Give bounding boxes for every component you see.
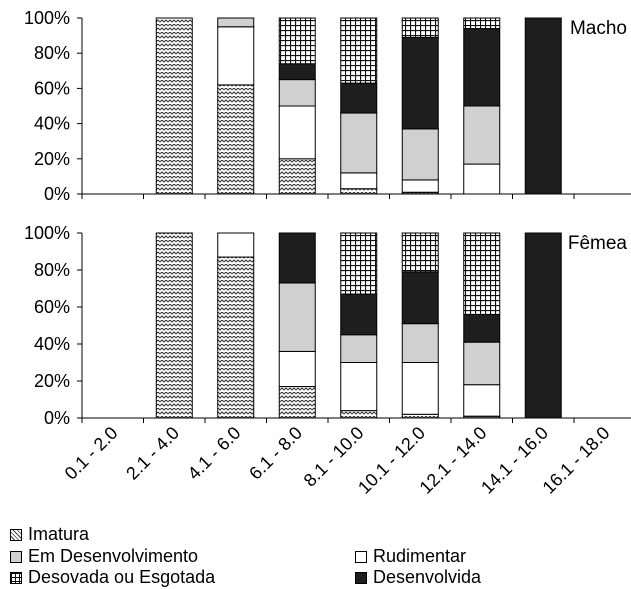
bar-f-mea-6-1-8-0-imatura bbox=[278, 386, 316, 419]
bar-f-mea-10-1-12-0-rudimentar bbox=[401, 362, 439, 415]
bar-macho-6-1-8-0-desenvolvida bbox=[278, 63, 316, 81]
legend-swatch-em-desenvolvimento bbox=[10, 550, 22, 563]
bar-macho-8-1-10-0-imatura bbox=[340, 188, 378, 195]
panel-title-macho: Macho bbox=[570, 18, 627, 39]
y-tick-label-macho: 20% bbox=[34, 149, 70, 169]
y-tick-label-f-mea: 80% bbox=[34, 260, 70, 280]
x-tick-label: 6.1 - 8.0 bbox=[245, 423, 306, 484]
legend-item-imatura: Imatura bbox=[10, 524, 89, 545]
bar-f-mea-4-1-6-0-rudimentar bbox=[217, 232, 255, 258]
bar-macho-10-1-12-0-desovada-ou-esgotada bbox=[401, 17, 439, 38]
bar-macho-8-1-10-0-rudimentar bbox=[340, 172, 378, 190]
bar-macho-6-1-8-0-em-desenvolvimento bbox=[278, 79, 316, 107]
legend-label-desovada: Desovada ou Esgotada bbox=[28, 567, 216, 587]
y-tick-label-macho: 0% bbox=[44, 184, 70, 204]
bar-macho-8-1-10-0-desovada-ou-esgotada bbox=[340, 17, 378, 84]
bar-macho-4-1-6-0-rudimentar bbox=[217, 26, 255, 86]
legend-item-desenvolvida: Desenvolvida bbox=[355, 567, 481, 588]
bar-macho-6-1-8-0-imatura bbox=[278, 158, 316, 195]
bar-macho-12-1-14-0-desenvolvida bbox=[463, 28, 501, 107]
y-tick-label-f-mea: 0% bbox=[44, 408, 70, 428]
bar-f-mea-8-1-10-0-em-desenvolvimento bbox=[340, 334, 378, 363]
bar-f-mea-12-1-14-0-desovada-ou-esgotada bbox=[463, 232, 501, 315]
bar-macho-4-1-6-0-em-desenvolvimento bbox=[217, 17, 255, 28]
panel-title-f-mea: Fêmea bbox=[568, 233, 628, 254]
bar-macho-8-1-10-0-desenvolvida bbox=[340, 82, 378, 114]
bar-macho-12-1-14-0-em-desenvolvimento bbox=[463, 105, 501, 165]
x-tick-label: 4.1 - 6.0 bbox=[184, 423, 245, 484]
bar-f-mea-2-1-4-0-imatura bbox=[155, 232, 193, 419]
bar-f-mea-6-1-8-0-desenvolvida bbox=[278, 232, 316, 284]
y-tick-label-f-mea: 40% bbox=[34, 334, 70, 354]
bar-f-mea-10-1-12-0-desenvolvida bbox=[401, 271, 439, 325]
bar-f-mea-8-1-10-0-desenvolvida bbox=[340, 293, 378, 336]
y-tick-label-macho: 80% bbox=[34, 43, 70, 63]
x-tick-labels: 0.1 - 2.0 2.1 - 4.0 4.1 - 6.0 6.1 - 8.08.1 … bbox=[61, 423, 614, 498]
bar-f-mea-6-1-8-0-em-desenvolvimento bbox=[278, 282, 316, 352]
bar-macho-10-1-12-0-rudimentar bbox=[401, 179, 439, 193]
bar-macho-10-1-12-0-em-desenvolvimento bbox=[401, 128, 439, 181]
x-tick-label: 2.1 - 4.0 bbox=[122, 423, 183, 484]
legend-label-desenvolvida: Desenvolvida bbox=[373, 567, 482, 587]
bar-f-mea-12-1-14-0-rudimentar bbox=[463, 384, 501, 417]
legend-label-rudimentar: Rudimentar bbox=[373, 546, 467, 566]
panel-macho: 0% 20% 40% 60% 80% 100% Macho bbox=[24, 8, 631, 204]
legend-swatch-rudimentar bbox=[355, 550, 367, 563]
bar-macho-6-1-8-0-rudimentar bbox=[278, 105, 316, 160]
bar-f-mea-4-1-6-0-imatura bbox=[217, 256, 255, 419]
legend-swatch-desenvolvida bbox=[355, 571, 367, 584]
bar-macho-10-1-12-0-desenvolvida bbox=[401, 36, 439, 130]
bar-macho-4-1-6-0-imatura bbox=[217, 84, 255, 195]
legend-item-desovada: Desovada ou Esgotada bbox=[10, 567, 215, 588]
bar-f-mea-8-1-10-0-rudimentar bbox=[340, 362, 378, 412]
bar-f-mea-10-1-12-0-desovada-ou-esgotada bbox=[401, 232, 439, 273]
bar-f-mea-14-1-16-0-desenvolvida bbox=[524, 232, 562, 419]
legend-label-imatura: Imatura bbox=[28, 524, 90, 544]
bar-macho-2-1-4-0-imatura bbox=[155, 17, 193, 195]
bar-macho-14-1-16-0-desenvolvida bbox=[524, 17, 562, 195]
bar-f-mea-10-1-12-0-em-desenvolvimento bbox=[401, 323, 439, 363]
chart-svg: 0% 20% 40% 60% 80% 100% Macho 0% 20% 40% 60% 80% 100… bbox=[24, 8, 631, 498]
legend-item-em-desenvolvimento: Em Desenvolvimento bbox=[10, 546, 198, 567]
y-tick-label-macho: 40% bbox=[34, 114, 70, 134]
y-tick-label-macho: 60% bbox=[34, 78, 70, 98]
bar-f-mea-12-1-14-0-em-desenvolvimento bbox=[463, 341, 501, 386]
bar-macho-6-1-8-0-desovada-ou-esgotada bbox=[278, 17, 316, 65]
y-tick-label-f-mea: 60% bbox=[34, 297, 70, 317]
y-tick-label-f-mea: 100% bbox=[24, 223, 70, 243]
legend-label-em-desenvolvimento: Em Desenvolvimento bbox=[28, 546, 199, 566]
bar-f-mea-8-1-10-0-desovada-ou-esgotada bbox=[340, 232, 378, 295]
bar-f-mea-12-1-14-0-desenvolvida bbox=[463, 313, 501, 343]
bar-macho-8-1-10-0-em-desenvolvimento bbox=[340, 112, 378, 174]
bar-f-mea-6-1-8-0-rudimentar bbox=[278, 350, 316, 388]
bar-macho-12-1-14-0-rudimentar bbox=[463, 163, 501, 195]
bar-macho-12-1-14-0-desovada-ou-esgotada bbox=[463, 17, 501, 30]
x-tick-label: 0.1 - 2.0 bbox=[61, 423, 122, 484]
bar-f-mea-10-1-12-0-imatura bbox=[401, 413, 439, 419]
legend-swatch-imatura bbox=[10, 528, 22, 541]
x-tick-label: 16.1 - 18.0 bbox=[539, 423, 614, 498]
legend-swatch-desovada bbox=[10, 571, 22, 584]
y-tick-label-macho: 100% bbox=[24, 8, 70, 28]
panel-f-mea: 0% 20% 40% 60% 80% 100% Fêmea bbox=[24, 223, 631, 428]
legend-item-rudimentar: Rudimentar bbox=[355, 546, 466, 567]
y-tick-label-f-mea: 20% bbox=[34, 371, 70, 391]
bar-f-mea-8-1-10-0-imatura bbox=[340, 410, 378, 419]
